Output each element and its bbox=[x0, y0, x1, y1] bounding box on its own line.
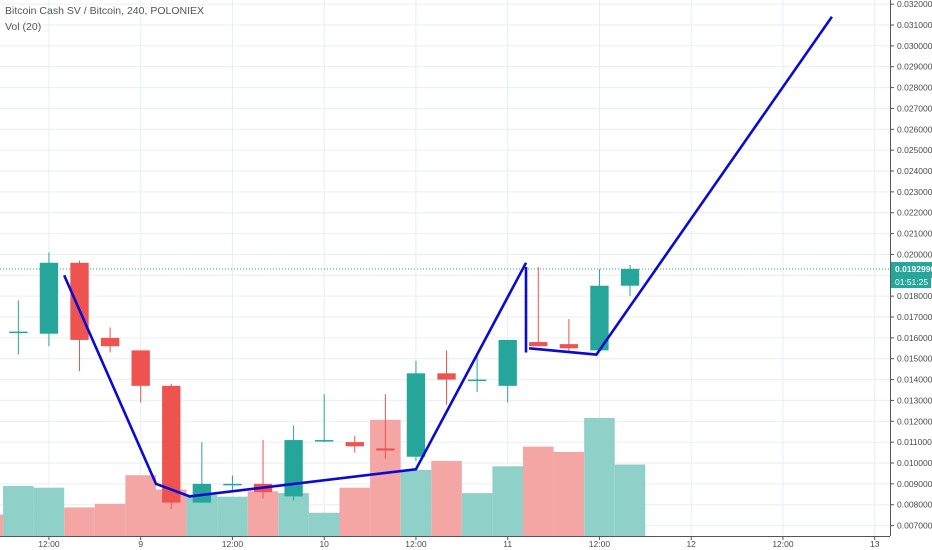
chart-legend: Bitcoin Cash SV / Bitcoin, 240, POLONIEX… bbox=[5, 3, 204, 35]
volume-bar bbox=[94, 503, 126, 536]
candle-body[interactable] bbox=[559, 344, 579, 349]
candle-body[interactable] bbox=[39, 262, 59, 334]
candle-body[interactable] bbox=[467, 379, 487, 382]
countdown-label-bg bbox=[891, 275, 931, 289]
x-axis-tick-label: 12:00 bbox=[772, 539, 794, 549]
candle-body[interactable] bbox=[9, 331, 28, 334]
volume-bar bbox=[400, 469, 432, 536]
volume-bar bbox=[247, 491, 279, 536]
volume-bar bbox=[492, 466, 523, 536]
candle-body[interactable] bbox=[162, 385, 181, 503]
trend-line-drawings[interactable] bbox=[63, 15, 833, 498]
candle-body[interactable] bbox=[315, 440, 334, 442]
x-axis-tick-label: 10 bbox=[319, 539, 329, 549]
y-axis-tick-label: 0.02800000 bbox=[897, 83, 932, 93]
volume-bar bbox=[522, 446, 554, 536]
symbol-title: Bitcoin Cash SV / Bitcoin, 240, POLONIEX bbox=[5, 5, 205, 17]
y-axis-tick-label: 0.00700000 bbox=[897, 521, 932, 531]
x-axis-tick-label: 9 bbox=[138, 539, 143, 549]
y-axis-tick-label: 0.00900000 bbox=[897, 479, 932, 489]
current-price-label-bg bbox=[891, 262, 932, 276]
volume-indicator-label: Vol (20) bbox=[5, 21, 42, 33]
candle-body[interactable] bbox=[192, 483, 212, 503]
y-axis-tick-label: 0.03200000 bbox=[897, 0, 932, 9]
trend-line[interactable] bbox=[63, 262, 528, 498]
trend-line[interactable] bbox=[528, 15, 833, 356]
volume-bar bbox=[339, 487, 371, 536]
x-axis-tick-label: 12:00 bbox=[405, 539, 427, 549]
x-axis-tick-label: 12:00 bbox=[222, 539, 244, 549]
candle-body[interactable] bbox=[437, 373, 456, 380]
y-axis-tick-label: 0.02600000 bbox=[897, 124, 932, 134]
y-axis-tick-label: 0.01500000 bbox=[897, 354, 932, 364]
volume-bar bbox=[3, 485, 34, 536]
x-axis-tick-label: 12:00 bbox=[38, 539, 60, 549]
candle-body[interactable] bbox=[70, 262, 89, 340]
volume-bar bbox=[217, 496, 248, 536]
candle-body[interactable] bbox=[529, 342, 548, 347]
y-axis-tick-label: 0.02500000 bbox=[897, 145, 932, 155]
candle-body[interactable] bbox=[131, 350, 150, 386]
candle-body[interactable] bbox=[406, 373, 426, 457]
y-axis-tick-label: 0.01100000 bbox=[897, 437, 932, 447]
candle-body[interactable] bbox=[376, 448, 395, 451]
candle-body[interactable] bbox=[590, 285, 609, 351]
candle-body[interactable] bbox=[100, 337, 120, 347]
y-axis-tick-label: 0.02700000 bbox=[897, 103, 932, 113]
y-axis-tick-label: 0.01800000 bbox=[897, 291, 932, 301]
y-axis-tick-label: 0.02400000 bbox=[897, 166, 932, 176]
y-axis-tick-label: 0.01000000 bbox=[897, 458, 932, 468]
volume-bar bbox=[125, 475, 156, 536]
volume-bar bbox=[614, 464, 646, 536]
candle-body[interactable] bbox=[620, 269, 640, 286]
x-axis-tick-label: 12 bbox=[686, 539, 696, 549]
x-axis-tick-label: 12:00 bbox=[589, 539, 611, 549]
volume-bar bbox=[431, 460, 462, 536]
volume-bar bbox=[0, 514, 4, 536]
y-axis-tick-label: 0.01300000 bbox=[897, 395, 932, 405]
candle-body[interactable] bbox=[284, 440, 303, 497]
x-axis-tick-label: 11 bbox=[503, 539, 512, 549]
current-price-label: 0.01929960 bbox=[895, 264, 932, 274]
volume-bar bbox=[64, 507, 95, 536]
candle-body[interactable] bbox=[223, 483, 242, 486]
y-axis-tick-label: 0.02200000 bbox=[897, 208, 932, 218]
volume-bar bbox=[553, 451, 585, 536]
y-axis-tick-label: 0.02900000 bbox=[897, 62, 932, 72]
y-axis-tick-label: 0.03000000 bbox=[897, 41, 932, 51]
volume-bar bbox=[308, 512, 340, 536]
y-axis-tick-label: 0.01700000 bbox=[897, 312, 932, 322]
volume-bar bbox=[33, 487, 65, 536]
countdown-label: 01:51:25 bbox=[895, 277, 928, 287]
candle-body[interactable] bbox=[345, 442, 364, 447]
y-axis-tick-label: 0.00800000 bbox=[897, 500, 932, 510]
y-axis-tick-label: 0.02000000 bbox=[897, 249, 932, 259]
y-axis-tick-label: 0.03100000 bbox=[897, 20, 932, 30]
grid-lines bbox=[0, 0, 890, 536]
y-axis-tick-label: 0.01400000 bbox=[897, 375, 932, 385]
volume-bar bbox=[461, 493, 493, 536]
y-axis-tick-label: 0.02300000 bbox=[897, 187, 932, 197]
volume-bars bbox=[0, 418, 646, 536]
y-axis-tick-label: 0.01600000 bbox=[897, 333, 932, 343]
volume-bar bbox=[584, 418, 615, 536]
y-axis-tick-label: 0.02100000 bbox=[897, 229, 932, 239]
candle-body[interactable] bbox=[498, 339, 517, 386]
x-axis-tick-label: 13 bbox=[870, 539, 880, 549]
y-axis-tick-label: 0.01200000 bbox=[897, 416, 932, 426]
